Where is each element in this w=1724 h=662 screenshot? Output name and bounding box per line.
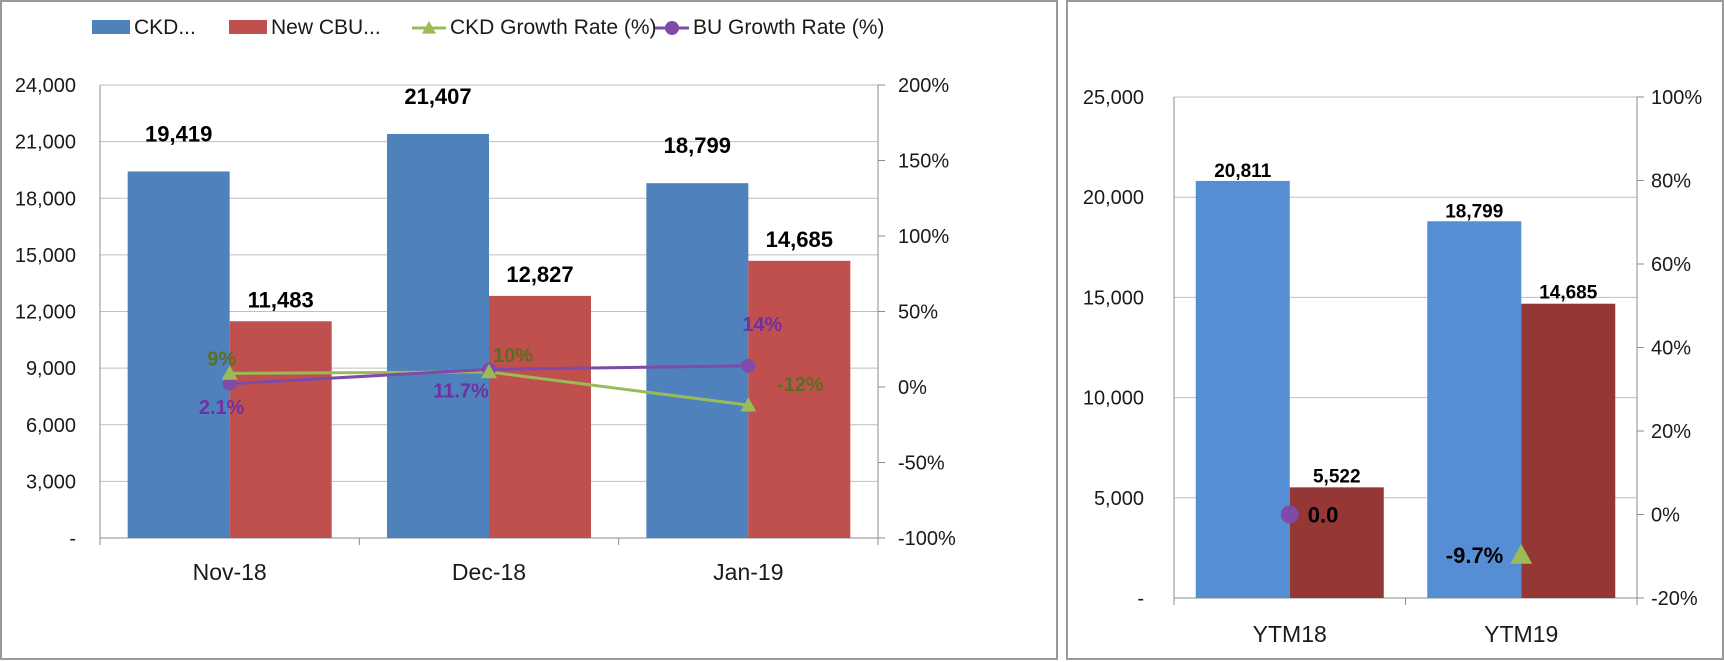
cbu-bar <box>229 321 332 538</box>
y2-tick-label: 0% <box>1651 505 1680 527</box>
legend-label-bu-growth: BU Growth Rate (%) <box>693 16 884 39</box>
legend-label-ckd: CKD... <box>134 16 196 39</box>
y2-tick-label: 150% <box>898 151 949 173</box>
y-tick-label: 10,000 <box>1083 388 1144 410</box>
y2-tick-label: 50% <box>898 302 938 324</box>
y-tick-label: 15,000 <box>1083 287 1144 309</box>
ckd-bar-label: 21,407 <box>404 84 471 109</box>
cbu-bar-label: 11,483 <box>248 287 314 312</box>
cbu-bar-label: 12,827 <box>506 262 573 287</box>
legend-swatch-cbu <box>229 20 267 34</box>
cbu-bar <box>748 260 851 538</box>
ytm-bu-growth-label: 0.0 <box>1308 503 1339 528</box>
bu-growth-label: 14% <box>742 314 782 336</box>
x-category-label: YTM18 <box>1253 621 1327 647</box>
bu-growth-point <box>741 358 756 373</box>
y-tick-label: 15,000 <box>15 245 76 267</box>
y-tick-label: - <box>69 528 76 550</box>
ckd-bar <box>387 133 489 538</box>
ckd-bar <box>646 183 749 538</box>
y-tick-label: 3,000 <box>26 471 76 493</box>
ckd-bar <box>127 171 230 538</box>
legend-marker-bu-growth <box>665 21 679 35</box>
legend-marker-ckd-growth <box>422 21 436 34</box>
y-tick-label: 12,000 <box>15 302 76 324</box>
cbu-bar-label: 14,685 <box>766 227 833 252</box>
x-category-label: Jan-19 <box>713 559 783 585</box>
y-tick-label: 9,000 <box>26 358 76 380</box>
bu-growth-point <box>222 376 237 391</box>
y2-tick-label: -20% <box>1651 588 1698 610</box>
y2-tick-label: 80% <box>1651 171 1691 193</box>
y-tick-label: 20,000 <box>1083 187 1144 209</box>
ckd-growth-point <box>221 365 238 380</box>
ytm-cbu-bar-label: 5,522 <box>1313 466 1361 487</box>
ckd-bar-label: 18,799 <box>664 133 731 158</box>
ckd-growth-point <box>740 397 757 412</box>
ckd-growth-label: 9% <box>207 348 236 370</box>
y-tick-label: 24,000 <box>15 75 76 97</box>
cbu-bar <box>489 295 591 538</box>
y-tick-label: - <box>1137 588 1144 610</box>
ytm-cbu-bar <box>1289 487 1384 598</box>
y-tick-label: 18,000 <box>15 188 76 210</box>
ytm-ckd-bar-label: 18,799 <box>1445 201 1503 222</box>
legend-label-cbu: New CBU... <box>271 16 381 39</box>
ckd-growth-label: -12% <box>777 374 824 396</box>
y-tick-label: 5,000 <box>1094 488 1144 510</box>
bu-growth-label: 11.7% <box>433 380 489 402</box>
ytm-cbu-bar-label: 14,685 <box>1539 283 1598 304</box>
ckd-growth-label: 10% <box>493 345 533 367</box>
monthly-chart: - 3,000 6,000 9,000 12,000 15,000 18,000 21,000… <box>15 16 956 585</box>
y2-tick-label: 60% <box>1651 254 1691 276</box>
y2-tick-label: 100% <box>898 226 949 248</box>
ytm-ckd-bar-label: 20,811 <box>1214 161 1271 182</box>
y2-tick-label: 0% <box>898 377 927 399</box>
ckd-growth-point <box>481 363 497 379</box>
ytm-bu-growth-marker <box>1280 505 1299 524</box>
ckd-bar-label: 19,419 <box>145 121 212 146</box>
x-category-label: YTM19 <box>1484 621 1558 647</box>
x-category-label: Dec-18 <box>452 559 526 585</box>
x-category-label: Nov-18 <box>193 559 267 585</box>
y-tick-label: 25,000 <box>1083 87 1144 109</box>
y2-tick-label: 200% <box>898 75 949 97</box>
ytm-ckd-growth-marker <box>1510 543 1533 564</box>
ytm-ckd-bar <box>1427 221 1522 598</box>
y2-tick-label: -50% <box>898 453 945 475</box>
legend-label-ckd-growth: CKD Growth Rate (%) <box>450 16 657 39</box>
bu-growth-label: 2.1% <box>199 397 245 419</box>
ytm-cbu-bar <box>1521 303 1616 598</box>
y2-tick-label: 40% <box>1651 338 1691 360</box>
legend-swatch-ckd <box>92 20 130 34</box>
y-tick-label: 21,000 <box>15 132 76 154</box>
y2-tick-label: 20% <box>1651 421 1691 443</box>
ytm-ckd-growth-label: -9.7% <box>1446 543 1503 568</box>
y2-tick-label: -100% <box>898 528 956 550</box>
y2-tick-label: 100% <box>1651 87 1702 109</box>
ytm-ckd-bar <box>1195 180 1290 598</box>
y-tick-label: 6,000 <box>26 415 76 437</box>
